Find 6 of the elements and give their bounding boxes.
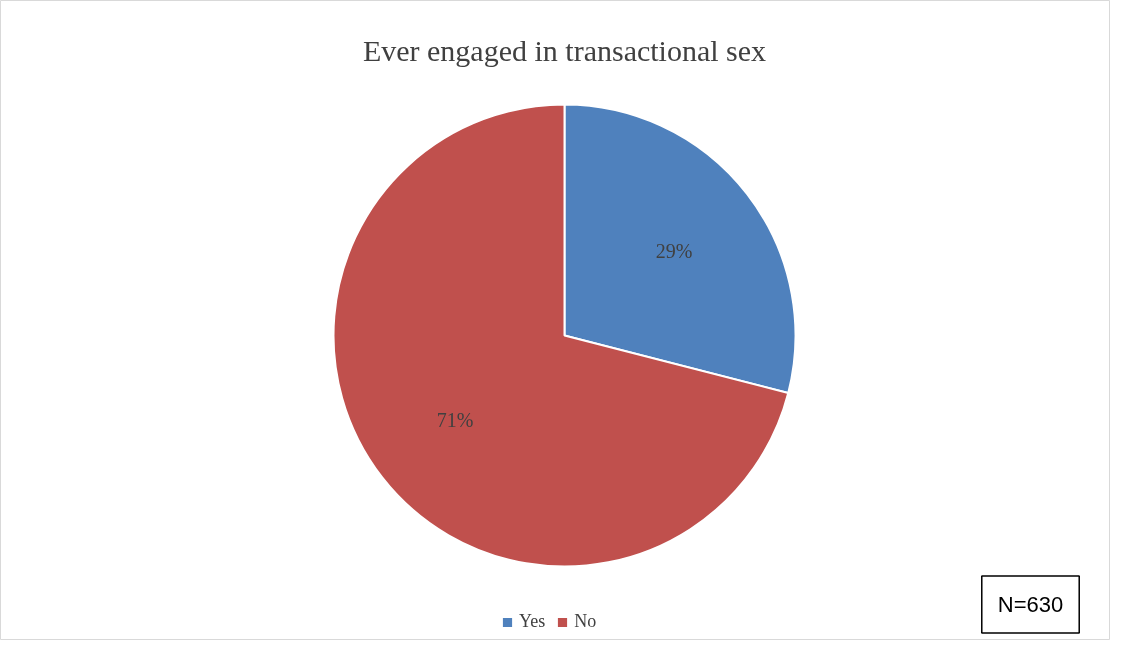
chart-title: Ever engaged in transactional sex [362,34,767,67]
data-label: 29% [655,239,693,262]
text: N=630 [997,592,1064,617]
data-label: 71% [436,409,474,432]
legend-label: No [574,611,597,632]
legend-label: Yes [519,611,546,632]
